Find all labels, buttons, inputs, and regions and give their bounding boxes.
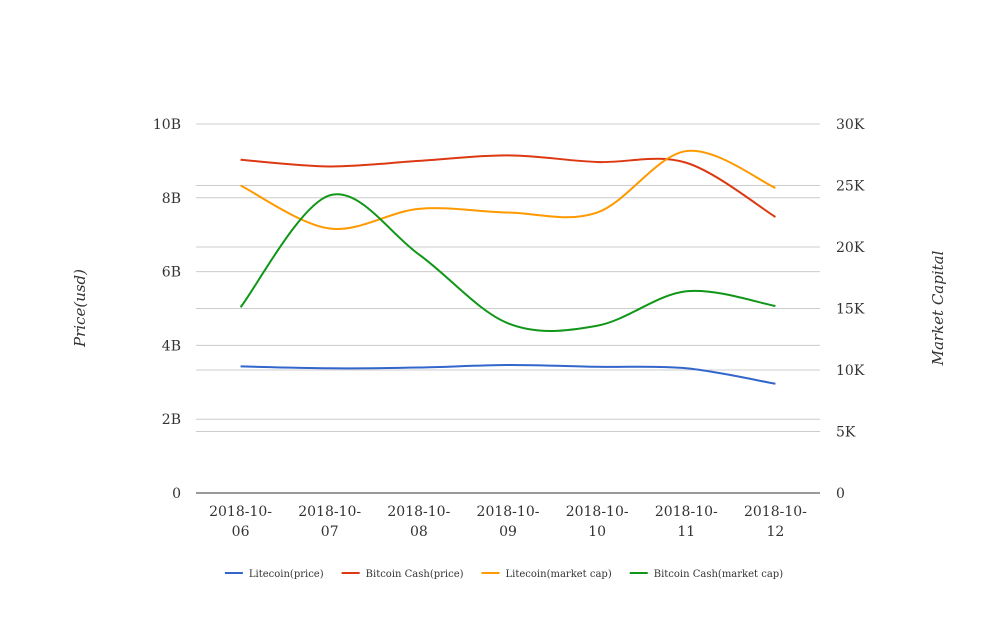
- x-tick-labels: 2018-10-06 2018-10-07 2018-10-08 2018-10-09…: [209, 504, 807, 540]
- series-line-bitcoin-cash-price: [240, 154, 776, 218]
- legend-label: Litecoin(price): [249, 569, 324, 580]
- y-left-tick-label: 10B: [153, 117, 181, 133]
- legend-item[interactable]: Litecoin(market cap): [481, 569, 612, 580]
- x-tick-label: 2018-10-10: [566, 504, 629, 540]
- y-right-tick-label: 30K: [836, 117, 865, 133]
- y-left-tick-label: 6B: [162, 265, 181, 281]
- y-left-tick-label: 4B: [162, 338, 181, 354]
- y-left-tick-labels: 0 2B 4B 6B 8B 10B: [153, 117, 181, 502]
- y-axis-right-title: Market Capital: [929, 250, 947, 366]
- legend-label: Litecoin(market cap): [506, 569, 612, 580]
- y-right-tick-label: 5K: [836, 425, 856, 441]
- series-line-litecoin-market-cap: [240, 149, 776, 231]
- y-right-tick-label: 10K: [836, 363, 865, 379]
- legend-item[interactable]: Bitcoin Cash(market cap): [629, 569, 783, 580]
- x-tick-label: 2018-10-11: [655, 504, 718, 540]
- grid-right: [196, 123, 820, 432]
- y-axis-left-title: Price(usd): [71, 269, 89, 348]
- y-right-tick-label: 15K: [836, 302, 865, 318]
- y-right-tick-label: 25K: [836, 179, 865, 195]
- series-line-bitcoin-cash-market-cap: [239, 193, 776, 332]
- series-line-litecoin-price: [240, 363, 776, 385]
- x-tick-label: 2018-10-06: [209, 504, 272, 540]
- x-tick-label: 2018-10-12: [744, 504, 807, 540]
- legend-item[interactable]: Bitcoin Cash(price): [341, 569, 464, 580]
- legend-item[interactable]: Litecoin(price): [224, 569, 324, 580]
- y-left-tick-label: 0: [172, 486, 181, 502]
- series-lines: [239, 149, 776, 385]
- y-right-tick-label: 0: [836, 486, 845, 502]
- y-left-tick-label: 8B: [162, 191, 181, 207]
- legend: Litecoin(price) Bitcoin Cash(price) Liteco…: [224, 569, 783, 580]
- y-right-tick-label: 20K: [836, 240, 865, 256]
- legend-label: Bitcoin Cash(market cap): [654, 569, 783, 580]
- legend-label: Bitcoin Cash(price): [366, 569, 464, 580]
- x-tick-label: 2018-10-07: [298, 504, 361, 540]
- y-right-tick-labels: 0 5K 10K 15K 20K 25K 30K: [836, 117, 865, 502]
- x-tick-label: 2018-10-08: [387, 504, 450, 540]
- y-left-tick-label: 2B: [162, 412, 181, 428]
- x-tick-label: 2018-10-09: [477, 504, 540, 540]
